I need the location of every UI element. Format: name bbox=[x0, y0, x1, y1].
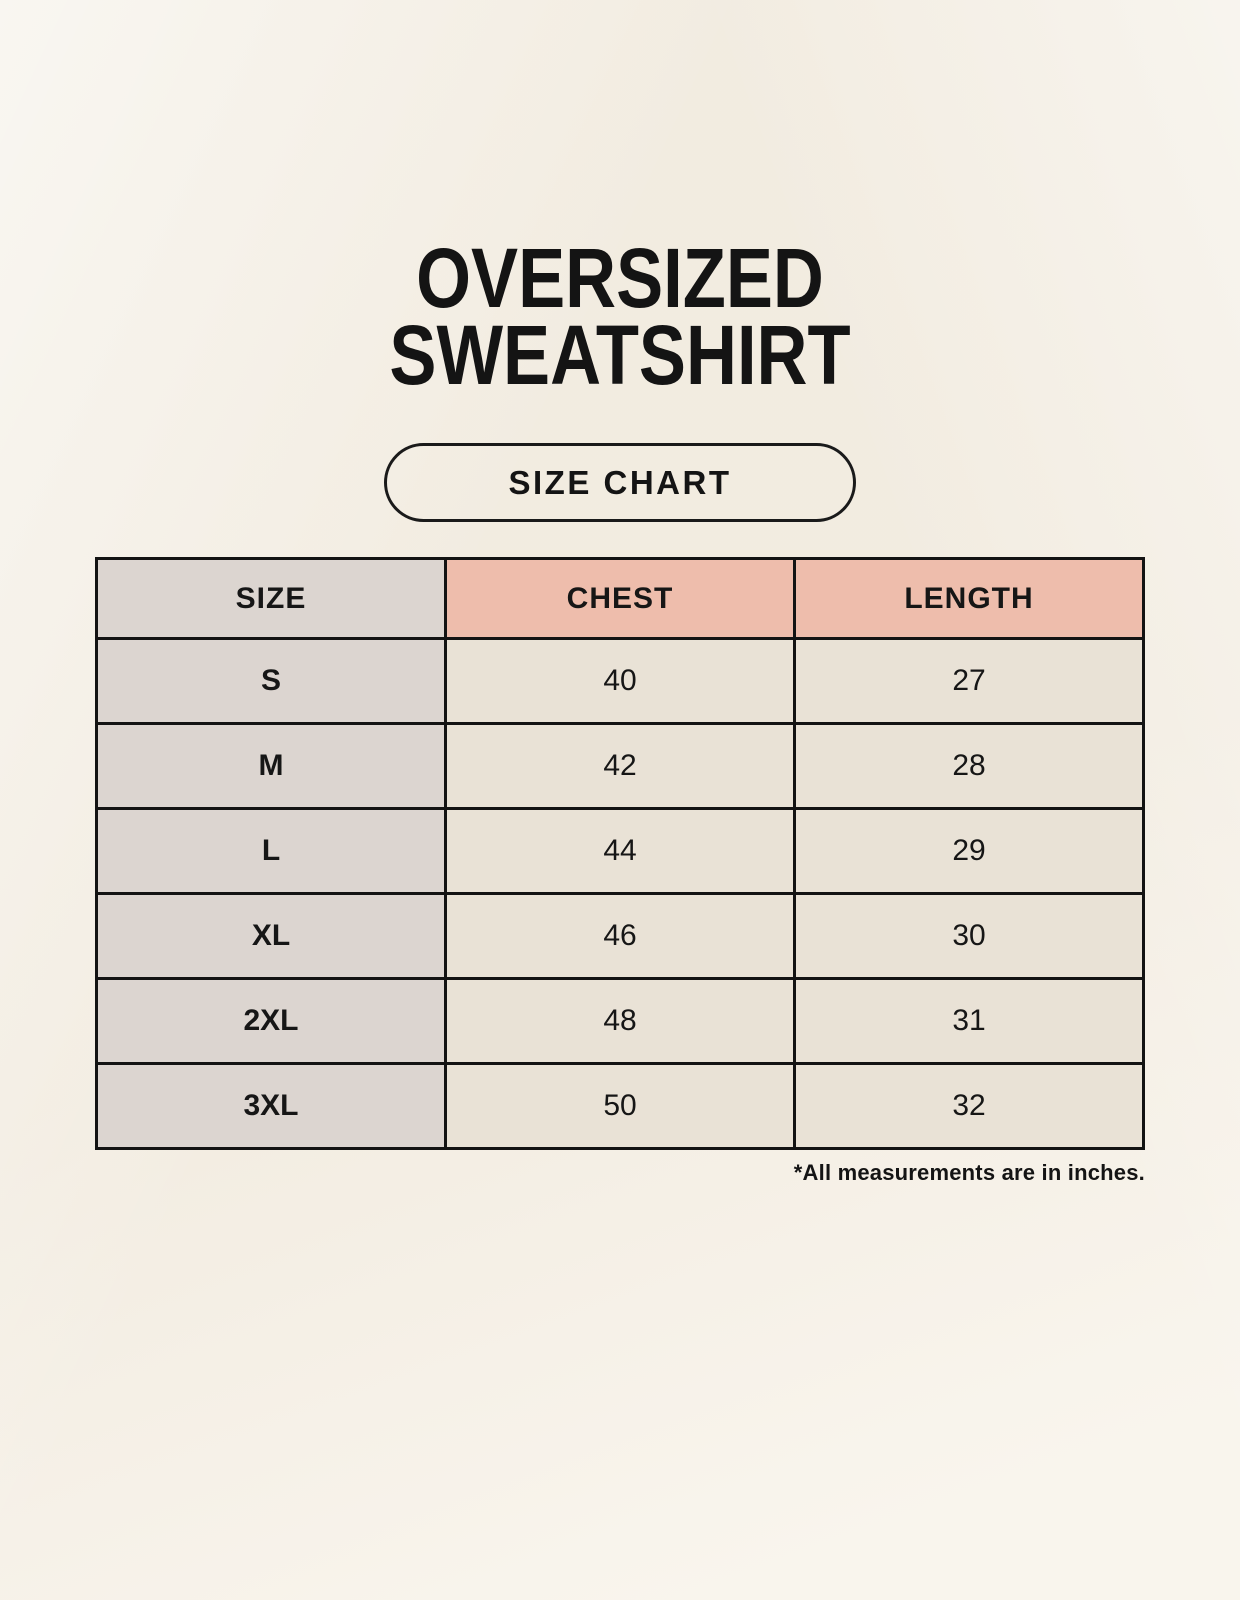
chest-value-cell: 50 bbox=[444, 1062, 796, 1150]
length-value-cell: 27 bbox=[793, 637, 1145, 725]
length-value-cell: 28 bbox=[793, 722, 1145, 810]
column-header-length: LENGTH bbox=[793, 557, 1145, 640]
length-value-cell: 30 bbox=[793, 892, 1145, 980]
chest-value-cell: 48 bbox=[444, 977, 796, 1065]
table-row-3xl: 3XL 50 32 bbox=[95, 1062, 1145, 1150]
table-row-l: L 44 29 bbox=[95, 807, 1145, 895]
size-chart-table: SIZE CHEST LENGTH S 40 27 M 42 28 L 44 2… bbox=[95, 557, 1145, 1150]
measurements-footnote: *All measurements are in inches. bbox=[793, 1160, 1145, 1185]
size-label-cell: S bbox=[95, 637, 447, 725]
size-label-cell: 2XL bbox=[95, 977, 447, 1065]
table-row-s: S 40 27 bbox=[95, 637, 1145, 725]
table-header-row: SIZE CHEST LENGTH bbox=[95, 557, 1145, 640]
size-label-cell: 3XL bbox=[95, 1062, 447, 1150]
table-row-m: M 42 28 bbox=[95, 722, 1145, 810]
length-value-cell: 32 bbox=[793, 1062, 1145, 1150]
table-row-xl: XL 46 30 bbox=[95, 892, 1145, 980]
size-label-cell: M bbox=[95, 722, 447, 810]
chest-value-cell: 46 bbox=[444, 892, 796, 980]
title-line-2: SWEATSHIRT bbox=[389, 308, 851, 402]
chest-value-cell: 40 bbox=[444, 637, 796, 725]
page-title: OVERSIZED SWEATSHIRT bbox=[0, 231, 1240, 402]
length-value-cell: 29 bbox=[793, 807, 1145, 895]
size-chart-badge[interactable]: SIZE CHART bbox=[384, 443, 856, 522]
length-value-cell: 31 bbox=[793, 977, 1145, 1065]
size-label-cell: XL bbox=[95, 892, 447, 980]
chest-value-cell: 42 bbox=[444, 722, 796, 810]
table-row-2xl: 2XL 48 31 bbox=[95, 977, 1145, 1065]
title-line-1: OVERSIZED bbox=[416, 231, 824, 325]
chest-value-cell: 44 bbox=[444, 807, 796, 895]
column-header-size: SIZE bbox=[95, 557, 447, 640]
size-label-cell: L bbox=[95, 807, 447, 895]
column-header-chest: CHEST bbox=[444, 557, 796, 640]
